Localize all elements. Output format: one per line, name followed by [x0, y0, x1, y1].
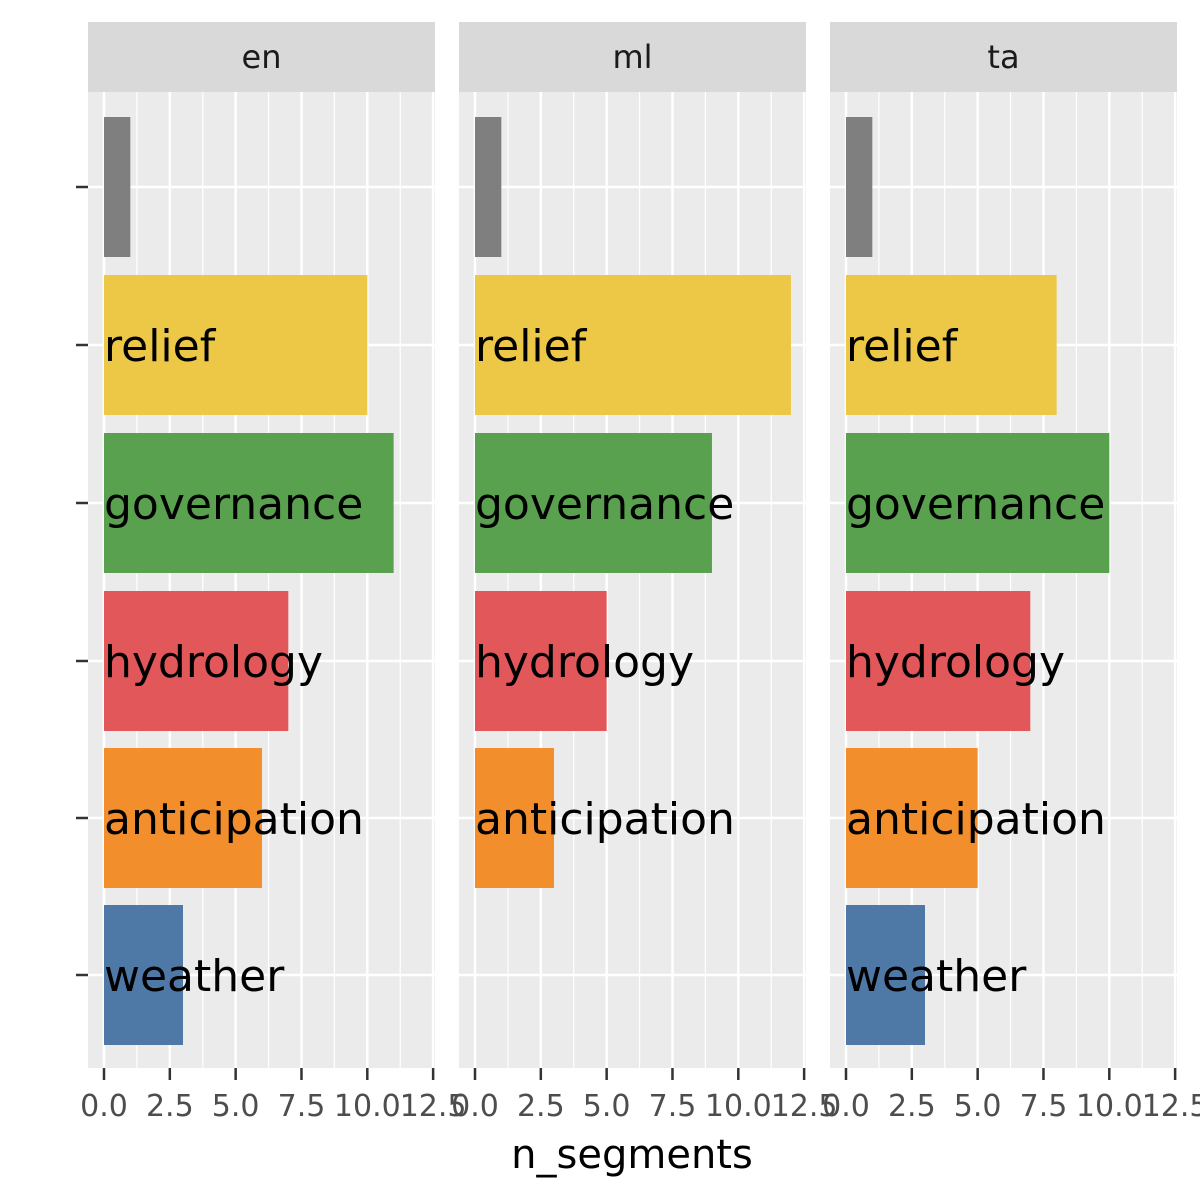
x-tick-label: 2.5: [888, 1089, 936, 1124]
x-tick-label: 12.5: [1142, 1089, 1200, 1124]
bar: [846, 905, 925, 1045]
bar-data-label: relief: [104, 321, 217, 372]
facet-strip: [459, 22, 806, 92]
bar: [104, 591, 289, 731]
bar-data-label: governance: [475, 479, 734, 530]
bar: [475, 591, 607, 731]
bar: [846, 433, 1110, 573]
x-tick-label: 7.5: [649, 1089, 697, 1124]
panel-background: [459, 92, 806, 1068]
bar-data-label: weather: [846, 951, 1027, 1002]
x-tick-label: 10.0: [705, 1089, 772, 1124]
facet-strip-label: ta: [987, 38, 1019, 76]
x-tick-label: 5.0: [212, 1089, 260, 1124]
bar-data-label: anticipation: [104, 794, 364, 845]
facet-strip-label: en: [242, 38, 282, 76]
x-tick-label: 10.0: [334, 1089, 401, 1124]
bar: [104, 433, 394, 573]
facet-strip: [88, 22, 435, 92]
bar: [104, 117, 131, 257]
bar-data-label: weather: [104, 951, 285, 1002]
bar: [846, 748, 978, 888]
bar: [104, 748, 262, 888]
bar-data-label: hydrology: [846, 637, 1065, 688]
facet-strip: [830, 22, 1177, 92]
bar-data-label: anticipation: [475, 794, 735, 845]
x-tick-label: 10.0: [1076, 1089, 1143, 1124]
x-tick-label: 12.5: [771, 1089, 838, 1124]
bar-data-label: anticipation: [846, 794, 1106, 845]
bar-data-label: relief: [846, 321, 959, 372]
x-tick-label: 5.0: [583, 1089, 631, 1124]
facet-strip-label: ml: [612, 38, 652, 76]
bar: [475, 275, 791, 415]
x-tick-label: 0.0: [822, 1089, 870, 1124]
bar: [846, 275, 1057, 415]
x-tick-label: 5.0: [954, 1089, 1002, 1124]
bar-data-label: governance: [846, 479, 1105, 530]
x-tick-label: 7.5: [1020, 1089, 1068, 1124]
bar: [104, 275, 368, 415]
x-tick-label: 2.5: [517, 1089, 565, 1124]
x-tick-label: 12.5: [400, 1089, 467, 1124]
bar: [475, 117, 502, 257]
x-tick-label: 2.5: [146, 1089, 194, 1124]
bar-data-label: hydrology: [475, 637, 694, 688]
bar-data-label: relief: [475, 321, 588, 372]
x-tick-label: 7.5: [278, 1089, 326, 1124]
x-tick-label: 0.0: [451, 1089, 499, 1124]
bar: [846, 117, 873, 257]
x-axis-title: n_segments: [511, 1132, 753, 1178]
bar: [846, 591, 1031, 731]
bar: [475, 748, 554, 888]
bar: [475, 433, 712, 573]
bar-data-label: hydrology: [104, 637, 323, 688]
bar-data-label: governance: [104, 479, 363, 530]
x-tick-label: 0.0: [80, 1089, 128, 1124]
bar: [104, 905, 183, 1045]
